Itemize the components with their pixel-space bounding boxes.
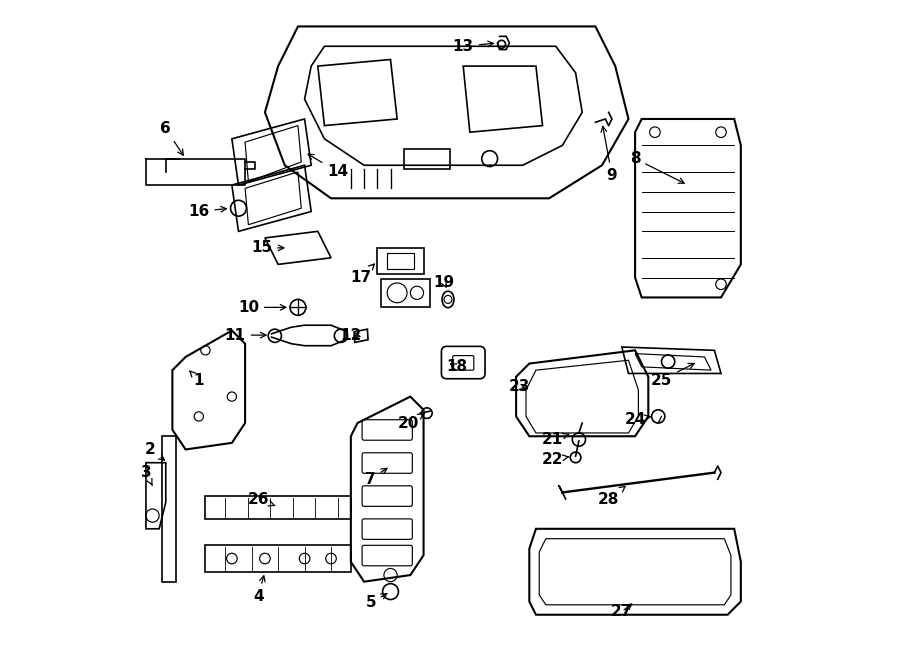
Text: 2: 2: [145, 442, 165, 460]
Text: 7: 7: [365, 469, 387, 486]
Text: 13: 13: [453, 39, 493, 54]
Text: 17: 17: [350, 264, 374, 285]
Text: 20: 20: [398, 414, 424, 430]
Text: 24: 24: [625, 412, 652, 427]
Text: 28: 28: [598, 486, 626, 506]
Text: 3: 3: [140, 465, 152, 485]
Text: 26: 26: [248, 492, 274, 506]
Text: 25: 25: [651, 364, 694, 387]
Text: 16: 16: [188, 204, 227, 219]
Text: 21: 21: [542, 432, 569, 447]
Text: 12: 12: [340, 328, 362, 342]
Text: 19: 19: [434, 276, 454, 290]
Text: 11: 11: [225, 328, 266, 342]
Text: 6: 6: [160, 122, 184, 155]
Text: 22: 22: [542, 452, 569, 467]
Text: 27: 27: [611, 604, 633, 619]
Text: 4: 4: [253, 576, 266, 603]
Text: 8: 8: [630, 151, 684, 183]
Text: 18: 18: [446, 360, 467, 374]
Text: 9: 9: [601, 126, 617, 182]
Text: 5: 5: [365, 594, 387, 610]
Text: 15: 15: [251, 241, 284, 255]
Text: 1: 1: [190, 371, 204, 387]
Text: 10: 10: [238, 300, 286, 315]
Text: 23: 23: [508, 379, 530, 394]
Text: 14: 14: [308, 154, 348, 179]
